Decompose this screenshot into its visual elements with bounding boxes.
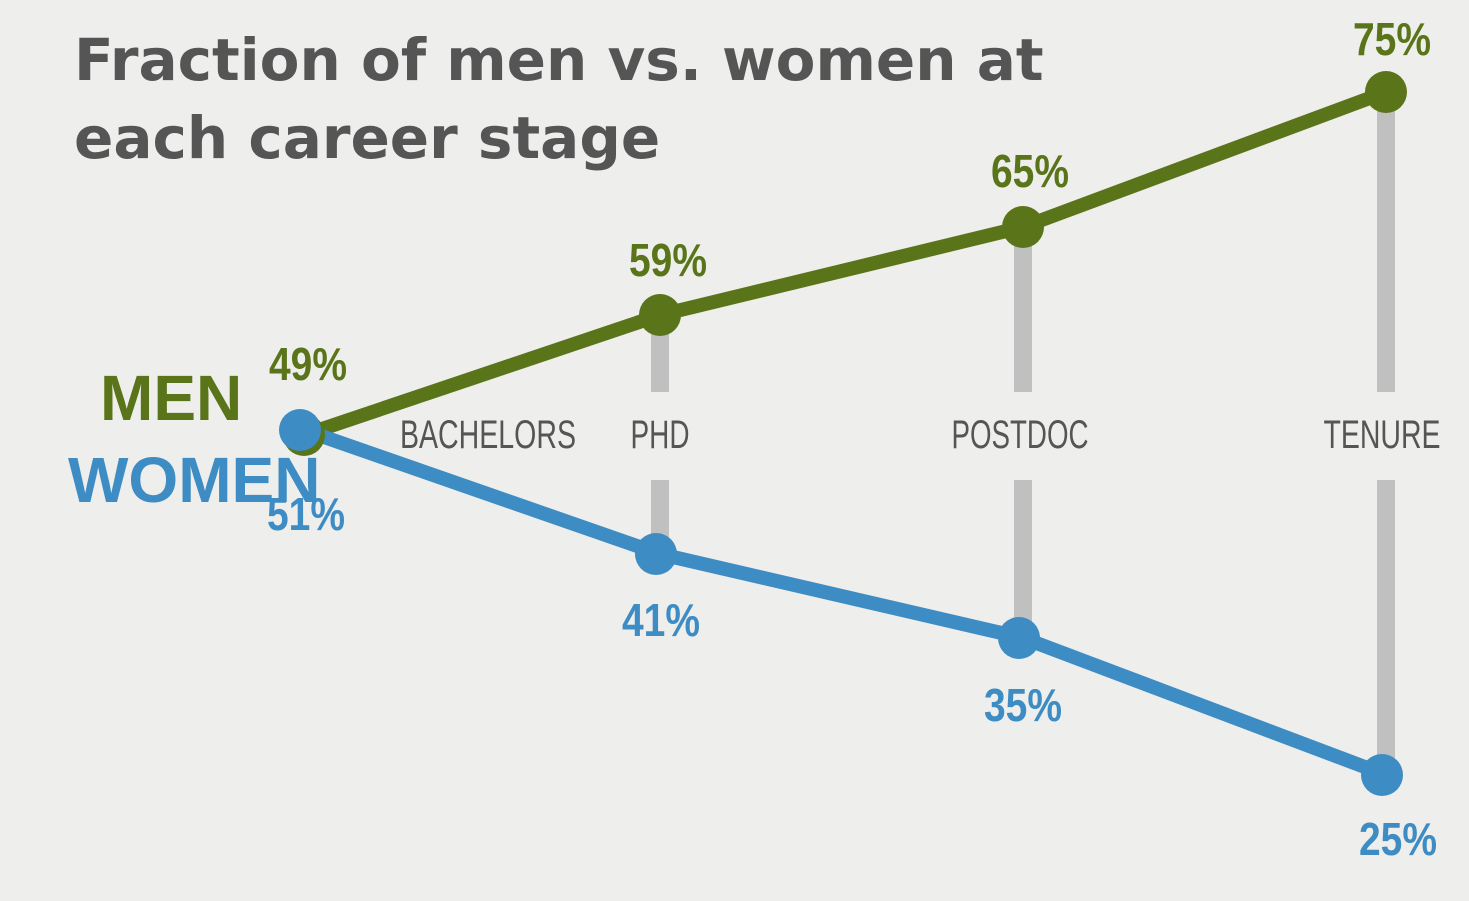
men-point-phd bbox=[639, 294, 681, 336]
women-value-label-bachelors: 51% bbox=[267, 488, 345, 540]
legend-women: WOMEN bbox=[68, 444, 320, 516]
series-lines bbox=[297, 85, 1393, 782]
category-label-postdoc: POSTDOC bbox=[952, 413, 1089, 457]
women-point-bachelors bbox=[279, 409, 321, 451]
category-labels: BACHELORS PHD POSTDOC TENURE bbox=[400, 413, 1441, 457]
category-label-tenure: TENURE bbox=[1324, 413, 1441, 457]
men-point-postdoc bbox=[1002, 206, 1044, 248]
women-point-postdoc bbox=[998, 617, 1040, 659]
women-line bbox=[297, 423, 1393, 782]
women-value-label-phd: 41% bbox=[622, 594, 700, 646]
women-point-phd bbox=[635, 533, 677, 575]
women-value-label-tenure: 25% bbox=[1359, 813, 1437, 865]
men-value-label-phd: 59% bbox=[629, 234, 707, 286]
men-value-label-tenure: 75% bbox=[1353, 13, 1431, 65]
men-value-label-bachelors: 49% bbox=[269, 338, 347, 390]
category-label-bachelors: BACHELORS bbox=[400, 413, 576, 457]
chart-title-line-2: each career stage bbox=[74, 104, 660, 172]
chart-title-line-1: Fraction of men vs. women at bbox=[74, 26, 1044, 94]
men-point-tenure bbox=[1365, 71, 1407, 113]
men-line bbox=[297, 85, 1393, 442]
women-point-tenure bbox=[1361, 754, 1403, 796]
women-value-label-postdoc: 35% bbox=[984, 679, 1062, 731]
category-label-phd: PHD bbox=[631, 413, 690, 457]
men-value-label-postdoc: 65% bbox=[991, 145, 1069, 197]
series-points bbox=[279, 71, 1407, 796]
value-labels: 49% 59% 65% 75% 51% 41% 35% 25% bbox=[267, 13, 1437, 865]
legend-men: MEN bbox=[100, 362, 242, 434]
